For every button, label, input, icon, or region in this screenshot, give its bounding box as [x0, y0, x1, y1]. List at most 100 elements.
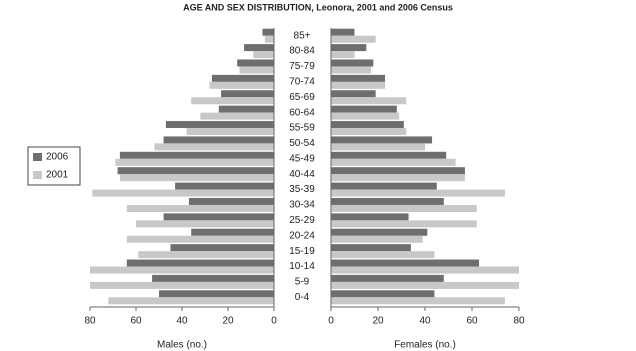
bar: [331, 213, 409, 221]
bar: [221, 90, 274, 98]
chart-title: AGE AND SEX DISTRIBUTION, Leonora, 2001 …: [183, 2, 453, 12]
category-label: 45-49: [289, 153, 315, 164]
bar: [331, 290, 435, 298]
category-label: 80-84: [289, 46, 315, 57]
bar: [331, 105, 397, 113]
bar: [119, 174, 275, 182]
bar: [331, 112, 400, 120]
category-label: 25-29: [289, 215, 315, 226]
category-label: 65-69: [289, 92, 315, 103]
bar: [136, 220, 274, 228]
bar: [331, 167, 465, 175]
category-label: 5-9: [295, 277, 310, 288]
bar: [331, 274, 444, 282]
bar: [115, 158, 274, 166]
bar: [331, 97, 407, 105]
bar: [108, 297, 275, 305]
bar: [331, 204, 477, 212]
bar: [170, 244, 274, 252]
bar: [331, 66, 371, 74]
category-label: 40-44: [289, 169, 315, 180]
bar: [126, 204, 274, 212]
bar: [262, 28, 274, 36]
bar: [331, 189, 505, 197]
category-label: 60-64: [289, 107, 315, 118]
x-tick-label: 0: [328, 316, 334, 327]
category-label: 0-4: [295, 292, 310, 303]
bar: [331, 51, 355, 59]
x-tick-label: 60: [466, 316, 478, 327]
bar: [237, 59, 274, 67]
bar: [331, 197, 444, 205]
bar: [117, 167, 274, 175]
category-label: 10-14: [289, 261, 315, 272]
category-label: 75-79: [289, 61, 315, 72]
bar: [331, 143, 425, 151]
bar: [138, 251, 274, 259]
bar: [264, 35, 274, 43]
bar: [126, 235, 274, 243]
category-label: 20-24: [289, 230, 315, 241]
bar: [331, 174, 465, 182]
legend-swatch: [33, 171, 42, 179]
bar: [152, 274, 274, 282]
x-tick-label: 0: [271, 316, 277, 327]
bar: [186, 128, 274, 136]
category-label: 55-59: [289, 123, 315, 134]
bar: [331, 158, 456, 166]
bar: [211, 74, 274, 82]
category-label: 70-74: [289, 77, 315, 88]
bar: [331, 81, 386, 89]
bar: [163, 136, 274, 144]
bar: [331, 151, 447, 159]
x-tick-label: 20: [372, 316, 384, 327]
x-axis-label: Females (no.): [394, 340, 456, 351]
x-tick-label: 80: [84, 316, 96, 327]
bar: [331, 297, 505, 305]
bar: [331, 28, 355, 36]
category-label: 35-39: [289, 184, 315, 195]
bar: [331, 90, 376, 98]
bar: [239, 66, 274, 74]
legend-label: 2001: [46, 170, 69, 181]
bar: [331, 259, 480, 267]
category-label: 15-19: [289, 246, 315, 257]
legend-box: [27, 146, 81, 186]
bar: [191, 97, 274, 105]
bar: [92, 189, 274, 197]
bar: [331, 44, 367, 52]
category-label: 30-34: [289, 200, 315, 211]
bar: [188, 197, 274, 205]
bar: [209, 81, 274, 89]
bar: [331, 251, 435, 259]
bar: [331, 182, 437, 190]
bar: [200, 112, 274, 120]
x-tick-label: 80: [513, 316, 525, 327]
bar: [165, 121, 274, 129]
legend-swatch: [33, 153, 42, 161]
bar: [175, 182, 274, 190]
bar: [90, 266, 274, 274]
bar: [90, 281, 274, 289]
bar: [191, 228, 274, 236]
bar: [331, 244, 411, 252]
category-label: 50-54: [289, 138, 315, 149]
bar: [331, 235, 423, 243]
bar: [253, 51, 274, 59]
x-tick-label: 60: [130, 316, 142, 327]
bar: [154, 143, 274, 151]
bar: [331, 121, 404, 129]
bar: [163, 213, 274, 221]
bar: [159, 290, 274, 298]
bar: [119, 151, 275, 159]
x-tick-label: 20: [222, 316, 234, 327]
bar: [331, 128, 407, 136]
bar: [126, 259, 274, 267]
bar: [244, 44, 274, 52]
bar: [331, 220, 477, 228]
bar: [331, 281, 519, 289]
x-axis-label: Males (no.): [157, 340, 207, 351]
bar: [331, 59, 374, 67]
bar: [331, 35, 376, 43]
